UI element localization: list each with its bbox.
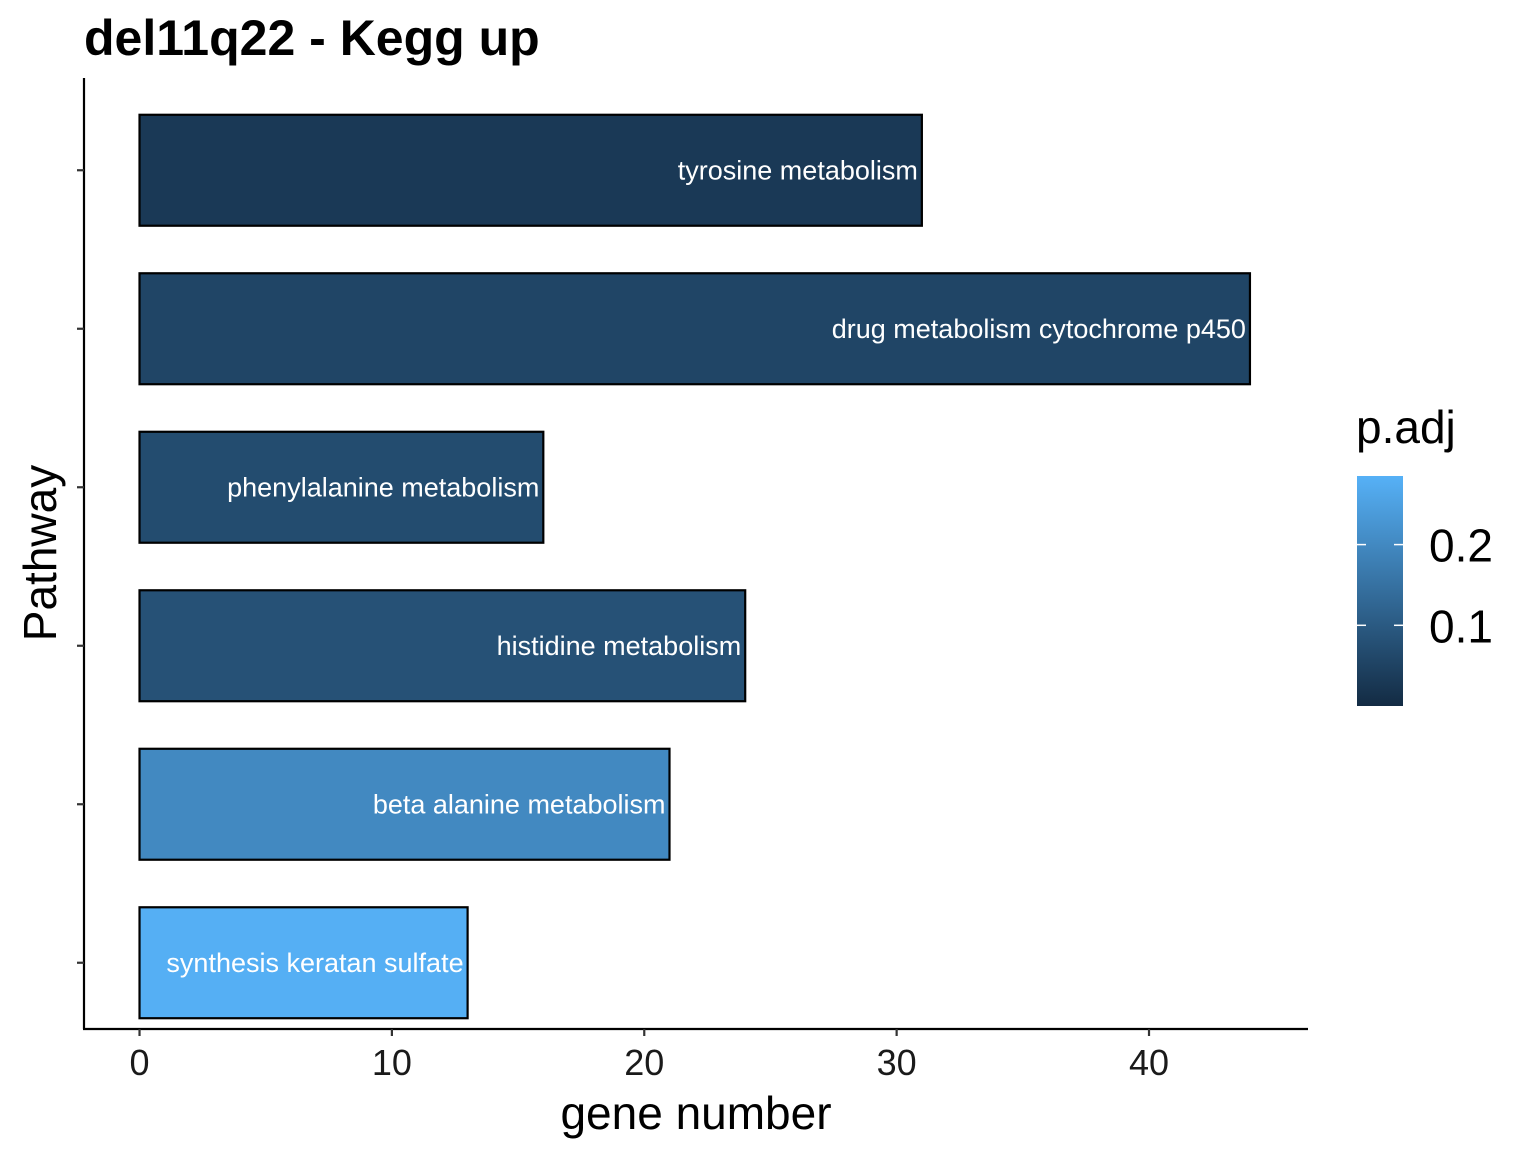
x-tick-label: 10 <box>372 1042 412 1083</box>
bar-label: synthesis keratan sulfate <box>166 948 463 978</box>
chart-title: del11q22 - Kegg up <box>84 10 540 66</box>
x-tick-label: 40 <box>1129 1042 1169 1083</box>
x-tick-label: 0 <box>130 1042 150 1083</box>
bar-label: beta alanine metabolism <box>373 789 666 819</box>
bar-label: histidine metabolism <box>497 631 742 661</box>
y-axis-title: Pathway <box>14 465 66 641</box>
bar <box>138 113 923 227</box>
legend: p.adj 0.1 0.2 <box>1356 401 1493 706</box>
bar <box>138 906 469 1020</box>
bar <box>138 272 1252 386</box>
bar-label: phenylalanine metabolism <box>227 472 539 502</box>
bar-label: tyrosine metabolism <box>678 155 918 185</box>
x-tick-label: 20 <box>624 1042 664 1083</box>
legend-title: p.adj <box>1356 401 1456 453</box>
bar <box>138 430 545 544</box>
y-axis-ticks <box>77 169 84 964</box>
bar-labels: tyrosine metabolism drug metabolism cytoc… <box>166 155 1246 978</box>
x-axis-ticks: 0 10 20 30 40 <box>130 1029 1169 1083</box>
legend-tick-label: 0.2 <box>1429 520 1493 572</box>
bar <box>138 747 671 861</box>
bar <box>138 589 747 703</box>
legend-colorbar <box>1357 476 1403 706</box>
plot-area: tyrosine metabolism drug metabolism cytoc… <box>77 78 1308 1083</box>
bars <box>138 113 1252 1020</box>
bar-label: drug metabolism cytochrome p450 <box>832 314 1246 344</box>
legend-tick-label: 0.1 <box>1429 600 1493 652</box>
x-axis-title: gene number <box>560 1087 831 1139</box>
x-tick-label: 30 <box>877 1042 917 1083</box>
legend-ticks: 0.1 0.2 <box>1357 520 1493 652</box>
